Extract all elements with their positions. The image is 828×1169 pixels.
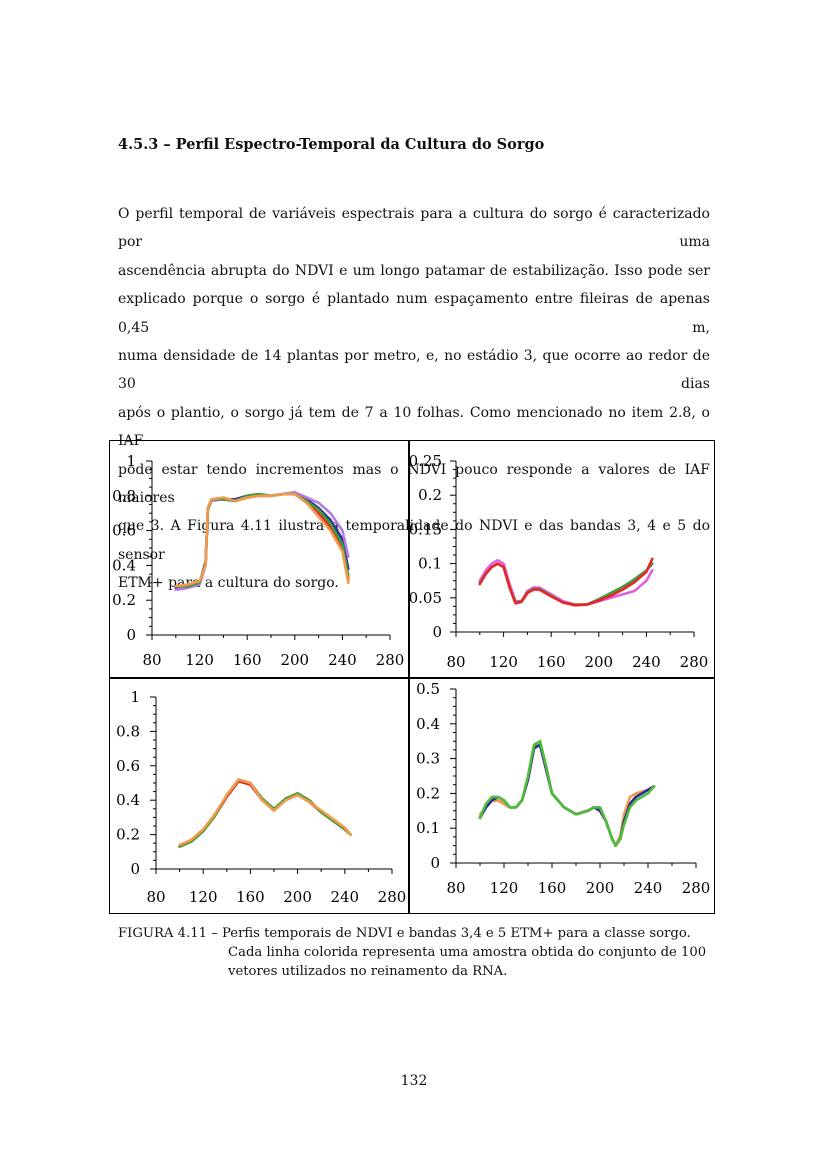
chart-panel-band5: 80 120 160 200 240 280 0 0.1 0.2 0.3 0.4 0.5 (410, 679, 713, 912)
y-tick-label: 0.25 (410, 452, 442, 470)
x-tick-label: 160 (236, 888, 265, 906)
x-tick-label: 120 (189, 888, 218, 906)
y-tick-label: 0.5 (416, 680, 440, 698)
paragraph-line: ascendência abrupta do NDVI e um longo p… (118, 262, 710, 279)
x-tick-label: 120 (489, 653, 518, 671)
y-tick-label: 0 (130, 860, 140, 878)
series-line (174, 492, 350, 588)
y-tick-label: 0.8 (116, 722, 140, 740)
section-title: 4.5.3 – Perfil Espectro-Temporal da Cult… (118, 136, 545, 153)
y-tick-label: 0.1 (416, 819, 440, 837)
x-tick-label: 200 (283, 888, 312, 906)
chart-ndvi: 80 120 160 200 240 280 0 0.2 0.4 0.6 0.8 1 (112, 452, 405, 669)
y-tick-label: 1 (130, 688, 140, 706)
x-tick-label: 200 (280, 651, 309, 669)
paragraph-line: após o plantio, o sorgo já tem de 7 a 10… (118, 404, 710, 450)
y-tick-label: 0.05 (410, 589, 442, 607)
series-line (478, 557, 654, 607)
y-tick-label: 0.15 (410, 520, 442, 538)
x-tick-label: 80 (446, 879, 465, 897)
figure-divider-horizontal (110, 677, 714, 679)
y-tick-label: 0.4 (112, 556, 136, 574)
paragraph-line: ETM+ para a cultura do sorgo. (118, 575, 339, 592)
x-tick-label: 240 (328, 651, 357, 669)
series-line (478, 743, 656, 847)
y-tick-label: 0 (126, 626, 136, 644)
y-tick-label: 0.2 (112, 591, 136, 609)
caption-line: vetores utilizados no reinamento da RNA. (228, 964, 508, 979)
x-tick-label: 280 (376, 651, 405, 669)
paragraph-line: que 3. A Figura 4.11 ilustra a temporali… (118, 518, 710, 563)
chart-panel-ndvi: 80 120 160 200 240 280 0 0.2 0.4 0.6 0.8 1 (110, 441, 407, 676)
x-tick-label: 200 (584, 653, 613, 671)
y-tick-label: 1 (126, 452, 136, 470)
y-tick-label: 0.3 (416, 750, 440, 768)
y-tick-label: 0.4 (116, 791, 140, 809)
y-tick-label: 0.6 (112, 522, 136, 540)
series-line (478, 743, 656, 847)
body-paragraph: O perfil temporal de variáveis espectrai… (118, 200, 710, 598)
y-tick-label: 0.2 (416, 784, 440, 802)
x-tick-label: 240 (330, 888, 359, 906)
y-tick-label: 0.2 (116, 826, 140, 844)
figure-4-11: 80 120 160 200 240 280 0 0.2 0.4 0.6 0.8 1 80 120 160… (109, 440, 715, 914)
chart-band4: 80 120 160 200 240 280 0 0.2 0.4 0.6 0.8 1 (116, 688, 407, 906)
x-tick-label: 240 (632, 653, 661, 671)
x-tick-label: 80 (446, 653, 465, 671)
chart-panel-band3: 80 120 160 200 240 280 0 0.05 0.1 0.15 0.2 0.25 (410, 441, 713, 676)
y-tick-label: 0.4 (416, 715, 440, 733)
x-tick-label: 280 (378, 888, 407, 906)
paragraph-line: pode estar tendo incrementos mas o NDVI … (118, 461, 710, 507)
page-number: 132 (400, 1073, 428, 1089)
series-line (478, 558, 654, 606)
x-tick-label: 280 (680, 653, 709, 671)
x-tick-label: 160 (537, 653, 566, 671)
chart-band3: 80 120 160 200 240 280 0 0.05 0.1 0.15 0.2 0.25 (410, 452, 709, 671)
paragraph-line: O perfil temporal de variáveis espectrai… (118, 206, 710, 251)
caption-line: FIGURA 4.11 – Perfis temporais de NDVI e… (118, 926, 691, 941)
paragraph-line: numa densidade de 14 plantas por metro, … (118, 348, 710, 393)
x-tick-label: 200 (586, 879, 615, 897)
caption-line: Cada linha colorida representa uma amost… (228, 945, 707, 960)
paragraph-line: explicado porque o sorgo é plantado num … (118, 291, 710, 336)
series-line (478, 739, 656, 847)
x-tick-label: 120 (490, 879, 519, 897)
figure-caption: FIGURA 4.11 – Perfis temporais de NDVI e… (118, 924, 706, 981)
x-tick-label: 160 (538, 879, 567, 897)
y-tick-label: 0 (432, 623, 442, 641)
y-tick-label: 0.6 (116, 757, 140, 775)
x-tick-label: 80 (142, 651, 161, 669)
series-line (478, 739, 656, 847)
x-tick-label: 280 (682, 879, 711, 897)
y-tick-label: 0.1 (418, 555, 442, 573)
x-tick-label: 160 (233, 651, 262, 669)
x-tick-label: 120 (185, 651, 214, 669)
y-tick-label: 0 (430, 854, 440, 872)
series-line (178, 778, 352, 847)
chart-band5: 80 120 160 200 240 280 0 0.1 0.2 0.3 0.4 0.5 (416, 680, 711, 897)
x-tick-label: 80 (146, 888, 165, 906)
y-tick-label: 0.2 (418, 486, 442, 504)
y-tick-label: 0.8 (112, 487, 136, 505)
chart-panel-band4: 80 120 160 200 240 280 0 0.2 0.4 0.6 0.8 1 (110, 679, 407, 912)
x-tick-label: 240 (634, 879, 663, 897)
